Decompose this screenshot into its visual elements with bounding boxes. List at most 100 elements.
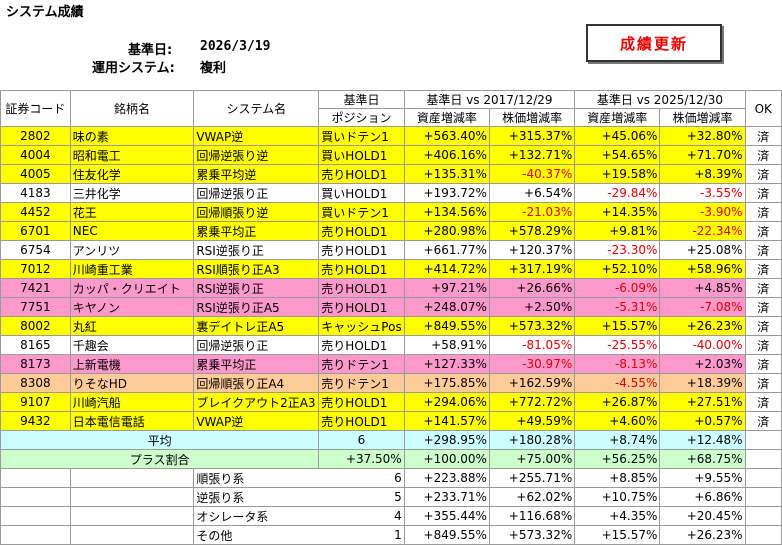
category-label-cell[interactable]: 順張り系 xyxy=(193,468,319,488)
asset-change-2017-cell[interactable]: +58.91% xyxy=(403,335,490,355)
position-cell[interactable]: 売りHOLD1 xyxy=(318,259,405,279)
position-cell[interactable]: 売りHOLD1 xyxy=(318,411,405,431)
asset-change-2017-cell[interactable]: +661.77% xyxy=(403,240,490,260)
asset-change-2017-cell[interactable]: +135.31% xyxy=(403,164,490,184)
asset-change-2025-cell[interactable]: -4.55% xyxy=(574,373,661,393)
category-asset-2017-cell[interactable]: +849.55% xyxy=(403,525,490,545)
price-change-2025-cell[interactable]: +71.70% xyxy=(659,145,746,165)
position-cell[interactable]: 売りHOLD1 xyxy=(318,221,405,241)
category-price-2025-cell[interactable]: +6.86% xyxy=(659,487,746,507)
stock-name-cell[interactable]: 川崎汽船 xyxy=(69,392,195,412)
blank-cell[interactable] xyxy=(69,525,195,545)
stock-code-cell[interactable]: 6701 xyxy=(0,221,71,241)
price-change-2025-cell[interactable]: +2.03% xyxy=(659,354,746,374)
asset-change-2025-cell[interactable]: +4.60% xyxy=(574,411,661,431)
system-name-cell[interactable]: RSI逆張り正A5 xyxy=(193,297,320,317)
category-price-2017-cell[interactable]: +255.71% xyxy=(488,468,576,488)
system-name-cell[interactable]: 回帰順張り正A4 xyxy=(193,373,320,393)
position-cell[interactable]: 売りドテン1 xyxy=(318,373,405,393)
price-change-2025-cell[interactable]: -22.34% xyxy=(659,221,746,241)
asset-change-2025-cell[interactable]: -29.84% xyxy=(574,183,661,203)
category-asset-2017-cell[interactable]: +233.71% xyxy=(403,487,490,507)
category-price-2017-cell[interactable]: +573.32% xyxy=(488,525,576,545)
stock-code-cell[interactable]: 4452 xyxy=(0,202,71,222)
asset-change-2025-cell[interactable]: +52.10% xyxy=(574,259,661,279)
asset-change-2025-cell[interactable]: +45.06% xyxy=(574,126,661,146)
ok-status-cell[interactable]: 済 xyxy=(744,164,782,184)
category-count-cell[interactable]: 5 xyxy=(318,487,405,507)
plus-ratio-price-2017-cell[interactable]: +75.00% xyxy=(488,449,576,469)
price-change-2017-cell[interactable]: +162.59% xyxy=(488,373,576,393)
blank-cell[interactable] xyxy=(69,487,195,507)
price-change-2025-cell[interactable]: -7.08% xyxy=(659,297,746,317)
price-change-2017-cell[interactable]: +578.29% xyxy=(488,221,576,241)
category-count-cell[interactable]: 1 xyxy=(318,525,405,545)
position-cell[interactable]: 買いHOLD1 xyxy=(318,183,405,203)
asset-change-2025-cell[interactable]: +14.35% xyxy=(574,202,661,222)
position-cell[interactable]: 売りHOLD1 xyxy=(318,278,405,298)
asset-change-2025-cell[interactable]: -5.31% xyxy=(574,297,661,317)
price-change-2017-cell[interactable]: -21.03% xyxy=(488,202,576,222)
position-cell[interactable]: 売りHOLD1 xyxy=(318,335,405,355)
category-label-cell[interactable]: その他 xyxy=(193,525,319,545)
asset-change-2017-cell[interactable]: +414.72% xyxy=(403,259,490,279)
asset-change-2017-cell[interactable]: +406.16% xyxy=(403,145,490,165)
category-count-cell[interactable]: 6 xyxy=(318,468,405,488)
average-position-cell[interactable]: 6 xyxy=(318,430,405,450)
asset-change-2017-cell[interactable]: +849.55% xyxy=(403,316,490,336)
blank-cell[interactable] xyxy=(744,525,782,545)
asset-change-2017-cell[interactable]: +141.57% xyxy=(403,411,490,431)
asset-change-2025-cell[interactable]: -6.09% xyxy=(574,278,661,298)
price-change-2025-cell[interactable]: +27.51% xyxy=(659,392,746,412)
price-change-2025-cell[interactable]: -3.90% xyxy=(659,202,746,222)
plus-ratio-ok-cell[interactable] xyxy=(744,449,782,469)
stock-code-cell[interactable]: 8308 xyxy=(0,373,71,393)
stock-code-cell[interactable]: 8002 xyxy=(0,316,71,336)
stock-code-cell[interactable]: 6754 xyxy=(0,240,71,260)
ok-status-cell[interactable]: 済 xyxy=(744,145,782,165)
price-change-2025-cell[interactable]: +4.85% xyxy=(659,278,746,298)
category-asset-2025-cell[interactable]: +15.57% xyxy=(574,525,661,545)
plus-ratio-price-2025-cell[interactable]: +68.75% xyxy=(659,449,746,469)
system-name-cell[interactable]: 裏デイトレ正A5 xyxy=(193,316,320,336)
position-cell[interactable]: 買いドテン1 xyxy=(318,126,405,146)
stock-name-cell[interactable]: りそなHD xyxy=(69,373,195,393)
asset-change-2017-cell[interactable]: +294.06% xyxy=(403,392,490,412)
system-name-cell[interactable]: VWAP逆 xyxy=(193,126,320,146)
category-label-cell[interactable]: オシレータ系 xyxy=(193,506,319,526)
asset-change-2017-cell[interactable]: +563.40% xyxy=(403,126,490,146)
category-price-2017-cell[interactable]: +62.02% xyxy=(488,487,576,507)
stock-name-cell[interactable]: 川崎重工業 xyxy=(69,259,195,279)
asset-change-2025-cell[interactable]: +19.58% xyxy=(574,164,661,184)
asset-change-2025-cell[interactable]: +15.57% xyxy=(574,316,661,336)
average-price-2025-cell[interactable]: +12.48% xyxy=(659,430,746,450)
asset-change-2017-cell[interactable]: +280.98% xyxy=(403,221,490,241)
price-change-2017-cell[interactable]: +2.50% xyxy=(488,297,576,317)
asset-change-2025-cell[interactable]: -8.13% xyxy=(574,354,661,374)
plus-ratio-asset-2025-cell[interactable]: +56.25% xyxy=(574,449,661,469)
position-cell[interactable]: 買いドテン1 xyxy=(318,202,405,222)
ok-status-cell[interactable]: 済 xyxy=(744,126,782,146)
price-change-2025-cell[interactable]: +32.80% xyxy=(659,126,746,146)
ok-status-cell[interactable]: 済 xyxy=(744,335,782,355)
category-asset-2025-cell[interactable]: +8.85% xyxy=(574,468,661,488)
price-change-2017-cell[interactable]: +315.37% xyxy=(488,126,576,146)
ok-status-cell[interactable]: 済 xyxy=(744,259,782,279)
price-change-2017-cell[interactable]: +120.37% xyxy=(488,240,576,260)
price-change-2025-cell[interactable]: -3.55% xyxy=(659,183,746,203)
average-asset-2025-cell[interactable]: +8.74% xyxy=(574,430,661,450)
position-cell[interactable]: 売りHOLD1 xyxy=(318,297,405,317)
asset-change-2017-cell[interactable]: +193.72% xyxy=(403,183,490,203)
asset-change-2025-cell[interactable]: +54.65% xyxy=(574,145,661,165)
position-cell[interactable]: 買いHOLD1 xyxy=(318,145,405,165)
stock-name-cell[interactable]: カッパ・クリエイト xyxy=(69,278,195,298)
system-name-cell[interactable]: 累乗平均正 xyxy=(193,354,320,374)
price-change-2025-cell[interactable]: +58.96% xyxy=(659,259,746,279)
category-asset-2017-cell[interactable]: +223.88% xyxy=(403,468,490,488)
stock-name-cell[interactable]: キヤノン xyxy=(69,297,195,317)
position-cell[interactable]: 売りHOLD1 xyxy=(318,392,405,412)
ok-status-cell[interactable]: 済 xyxy=(744,221,782,241)
stock-name-cell[interactable]: 千趣会 xyxy=(69,335,195,355)
price-change-2025-cell[interactable]: +25.08% xyxy=(659,240,746,260)
stock-name-cell[interactable]: アンリツ xyxy=(69,240,195,260)
